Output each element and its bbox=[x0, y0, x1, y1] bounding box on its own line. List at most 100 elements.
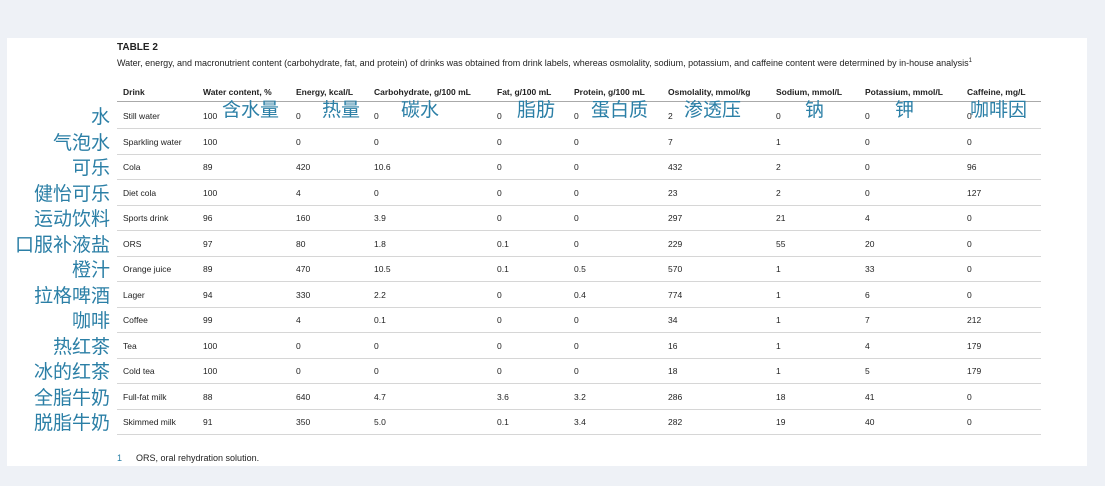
table-cell: 0 bbox=[967, 111, 972, 121]
table-cell: 774 bbox=[668, 289, 683, 300]
row-divider bbox=[117, 255, 1041, 257]
table-cell: 0 bbox=[865, 187, 870, 198]
table-cell: 1 bbox=[776, 289, 781, 300]
row-divider bbox=[117, 332, 1041, 333]
table-cell: 20 bbox=[865, 238, 875, 249]
table-cell: 5 bbox=[865, 366, 870, 376]
table-cell: 0 bbox=[967, 213, 972, 223]
row-divider bbox=[117, 204, 1041, 206]
column-header: Sodium, mmol/L bbox=[776, 87, 843, 97]
table-cell: 330 bbox=[296, 289, 311, 300]
table-cell: 0 bbox=[497, 340, 502, 351]
table-cell: 0 bbox=[574, 213, 579, 223]
table-cell: 96 bbox=[967, 162, 977, 172]
column-annotation: 钠 bbox=[805, 99, 825, 121]
column-header: Water content, % bbox=[203, 87, 272, 97]
table-cell: 40 bbox=[865, 417, 875, 427]
row-label: Cola bbox=[123, 162, 141, 172]
table-cell: 100 bbox=[203, 187, 218, 198]
table-cell: 0 bbox=[374, 187, 379, 198]
table-cell: 0 bbox=[574, 238, 579, 249]
table-cell: 2 bbox=[776, 187, 781, 198]
table-cell: 1.8 bbox=[374, 238, 386, 249]
table-cell: 420 bbox=[296, 162, 311, 172]
table-cell: 127 bbox=[967, 187, 982, 198]
row-label: Full-fat milk bbox=[123, 391, 167, 402]
column-annotation: 含水量 bbox=[222, 99, 280, 121]
table-cell: 18 bbox=[668, 366, 678, 376]
table-cell: 80 bbox=[296, 238, 306, 249]
table-cell: 570 bbox=[668, 264, 683, 274]
row-divider bbox=[117, 230, 1041, 231]
row-label: ORS bbox=[123, 238, 142, 249]
table-cell: 2 bbox=[776, 162, 781, 172]
table-cell: 23 bbox=[668, 187, 678, 198]
table-cell: 0.1 bbox=[497, 264, 509, 274]
table-cell: 0 bbox=[497, 136, 502, 147]
table-cell: 96 bbox=[203, 213, 213, 223]
table-cell: 0 bbox=[497, 187, 502, 198]
table-cell: 0 bbox=[574, 340, 579, 351]
table-cell: 0.4 bbox=[574, 289, 586, 300]
table-cell: 212 bbox=[967, 315, 982, 325]
table-cell: 33 bbox=[865, 264, 875, 274]
row-divider bbox=[117, 179, 1041, 180]
column-annotation: 渗透压 bbox=[684, 99, 742, 121]
row-annotation: 拉格啤酒 bbox=[33, 284, 110, 307]
column-header: Drink bbox=[123, 87, 145, 97]
row-divider bbox=[117, 281, 1041, 282]
table-cell: 94 bbox=[203, 289, 213, 300]
row-annotation: 可乐 bbox=[71, 157, 110, 179]
table-cell: 3.9 bbox=[374, 213, 386, 223]
header-divider bbox=[117, 101, 1041, 102]
column-annotation: 碳水 bbox=[401, 99, 440, 121]
table-cell: 1 bbox=[776, 315, 781, 325]
row-divider bbox=[117, 306, 1041, 308]
row-annotation: 口服补液盐 bbox=[14, 233, 110, 256]
row-annotation: 脱脂牛奶 bbox=[33, 412, 110, 434]
table-card bbox=[7, 38, 1087, 466]
column-annotation: 钾 bbox=[895, 99, 915, 121]
table-cell: 2.2 bbox=[374, 289, 386, 300]
table-cell: 0 bbox=[374, 111, 379, 121]
row-annotation: 热红茶 bbox=[52, 335, 110, 358]
table-cell: 4 bbox=[296, 315, 301, 325]
row-divider bbox=[117, 434, 1041, 435]
table-cell: 0 bbox=[374, 136, 379, 147]
table-cell: 19 bbox=[776, 417, 786, 427]
table-cell: 4.7 bbox=[374, 391, 386, 402]
footnote: 1 ORS, oral rehydration solution. bbox=[117, 453, 259, 463]
table-cell: 0 bbox=[967, 417, 972, 427]
table-cell: 0.1 bbox=[374, 315, 386, 325]
column-annotation: 蛋白质 bbox=[591, 99, 649, 121]
table-cell: 286 bbox=[668, 391, 683, 402]
row-annotation: 运动饮料 bbox=[33, 208, 110, 230]
table-cell: 4 bbox=[865, 340, 870, 351]
table-cell: 7 bbox=[865, 315, 870, 325]
row-divider bbox=[117, 128, 1041, 129]
column-annotation: 脂肪 bbox=[517, 99, 556, 121]
table-cell: 0 bbox=[497, 366, 502, 376]
table-cell: 0 bbox=[967, 289, 972, 300]
table-cell: 0.1 bbox=[497, 417, 509, 427]
table-cell: 97 bbox=[203, 238, 213, 249]
table-cell: 282 bbox=[668, 417, 683, 427]
table-cell: 0 bbox=[865, 111, 870, 121]
table-cell: 3.2 bbox=[574, 391, 586, 402]
row-label: Cold tea bbox=[123, 366, 155, 376]
table-cell: 0 bbox=[497, 289, 502, 300]
table-cell: 0 bbox=[497, 162, 502, 172]
row-label: Tea bbox=[123, 340, 137, 351]
footnote-number: 1 bbox=[117, 453, 123, 463]
table-cell: 4 bbox=[865, 213, 870, 223]
table-cell: 3.4 bbox=[574, 417, 586, 427]
table-cell: 100 bbox=[203, 340, 218, 351]
table-cell: 0 bbox=[967, 238, 972, 249]
caption-ref-link[interactable]: 1 bbox=[968, 58, 972, 64]
row-divider bbox=[117, 357, 1041, 359]
table-cell: 6 bbox=[865, 289, 870, 300]
table-cell: 0 bbox=[296, 111, 301, 121]
row-annotation: 气泡水 bbox=[52, 131, 110, 154]
table-cell: 0 bbox=[296, 136, 301, 147]
table-cell: 1 bbox=[776, 136, 781, 147]
